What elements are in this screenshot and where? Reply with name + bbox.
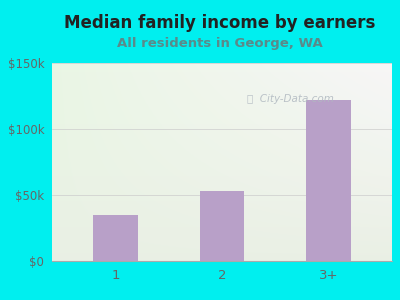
Text: Median family income by earners: Median family income by earners (64, 14, 376, 32)
Bar (200, 191, 244, 261)
Bar (306, 100, 350, 261)
Bar (94, 215, 138, 261)
Text: ⓘ  City-Data.com: ⓘ City-Data.com (246, 94, 334, 103)
Text: All residents in George, WA: All residents in George, WA (117, 38, 323, 50)
